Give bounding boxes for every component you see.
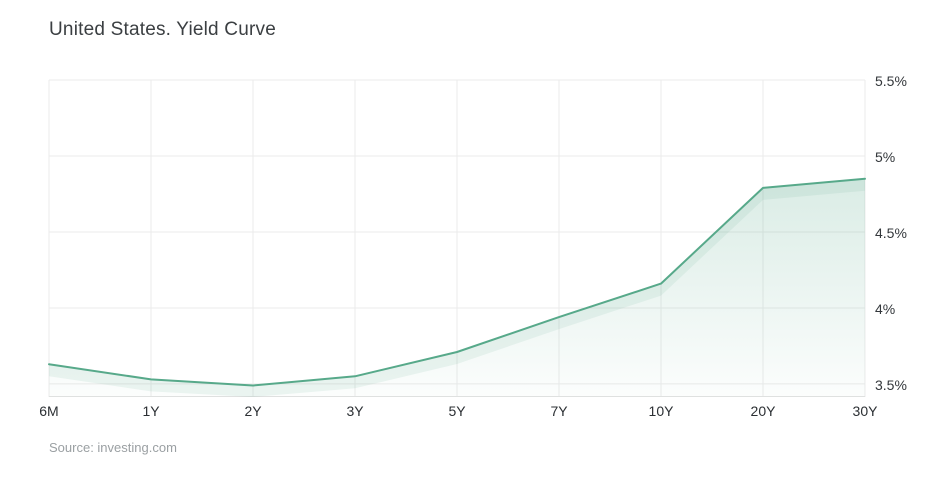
x-tick-label: 2Y	[244, 403, 262, 419]
x-tick-label: 20Y	[750, 403, 776, 419]
x-tick-label: 3Y	[346, 403, 364, 419]
y-tick-label: 5.5%	[875, 73, 907, 89]
area-fill	[49, 178, 865, 397]
x-tick-label: 6M	[39, 403, 59, 419]
area-fill-band	[49, 178, 865, 397]
x-tick-label: 1Y	[142, 403, 160, 419]
y-tick-label: 4%	[875, 300, 896, 317]
x-tick-label: 30Y	[852, 403, 878, 419]
y-tick-label: 5%	[875, 148, 896, 165]
x-tick-label: 10Y	[648, 403, 674, 419]
y-tick-label: 4.5%	[875, 224, 907, 241]
y-tick-label: 3.5%	[875, 376, 907, 393]
chart-title: United States. Yield Curve	[49, 19, 276, 40]
x-tick-label: 7Y	[550, 403, 568, 419]
yield-curve-line	[48, 177, 866, 387]
source-caption: Source: investing.com	[49, 440, 177, 455]
x-tick-label: 5Y	[448, 403, 466, 419]
yield-curve-plot-area	[48, 79, 866, 397]
